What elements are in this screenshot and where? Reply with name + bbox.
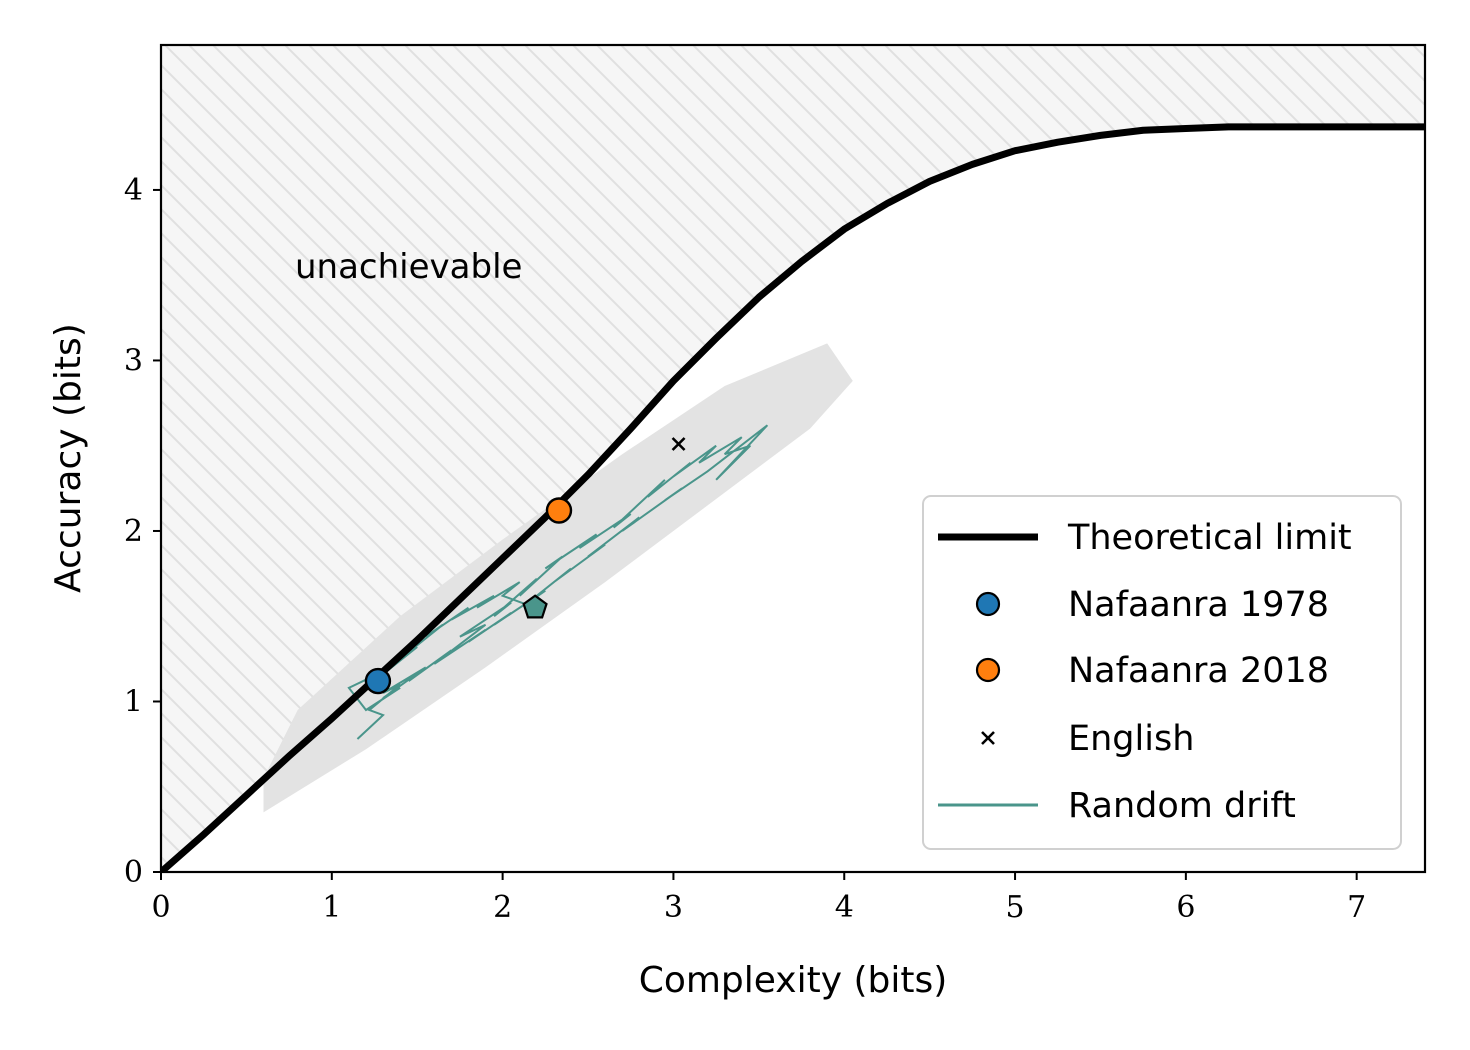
- legend-swatch-nafaanra-1978: [975, 591, 1001, 617]
- x-axis: 0 1 2 3 4 5 6 7: [151, 872, 1366, 925]
- x-axis-label: Complexity (bits): [639, 960, 948, 1001]
- legend: Theoretical limit Nafaanra 1978 Nafaanra…: [922, 495, 1402, 850]
- y-tick-label: 3: [124, 343, 143, 378]
- legend-label-limit: Theoretical limit: [1067, 518, 1352, 558]
- point-english: [671, 437, 686, 451]
- plot-area: [161, 45, 1425, 872]
- unachievable-region: [161, 45, 1425, 872]
- x-tick-label: 5: [1006, 890, 1025, 925]
- x-tick-label: 1: [322, 890, 341, 925]
- legend-label-nafaanra-2018: Nafaanra 2018: [1068, 651, 1329, 691]
- point-nafaanra-1978: [364, 667, 392, 695]
- y-tick-label: 4: [124, 173, 143, 208]
- x-tick-label: 2: [493, 890, 512, 925]
- y-tick-label: 1: [124, 684, 143, 719]
- y-axis-label: Accuracy (bits): [48, 323, 89, 593]
- y-tick-label: 2: [124, 514, 143, 549]
- x-tick-label: 6: [1176, 890, 1195, 925]
- legend-label-english: English: [1068, 719, 1194, 759]
- plot-frame: [159, 43, 1427, 874]
- y-tick-label: 0: [124, 855, 143, 890]
- legend-box: [922, 495, 1402, 850]
- x-tick-label: 3: [664, 890, 683, 925]
- unachievable-label: unachievable: [295, 247, 522, 287]
- x-tick-label: 4: [835, 890, 854, 925]
- legend-swatch-nafaanra-2018: [975, 657, 1001, 683]
- point-nafaanra-2018: [545, 497, 573, 524]
- x-tick-label: 7: [1347, 890, 1366, 925]
- x-tick-label: 0: [151, 890, 170, 925]
- legend-label-nafaanra-1978: Nafaanra 1978: [1068, 585, 1329, 625]
- markers: [364, 437, 686, 695]
- y-axis: 0 1 2 3 4: [124, 173, 161, 890]
- legend-label-drift: Random drift: [1068, 786, 1296, 826]
- legend-swatch-english: [981, 731, 995, 745]
- point-drift-final: [522, 594, 548, 619]
